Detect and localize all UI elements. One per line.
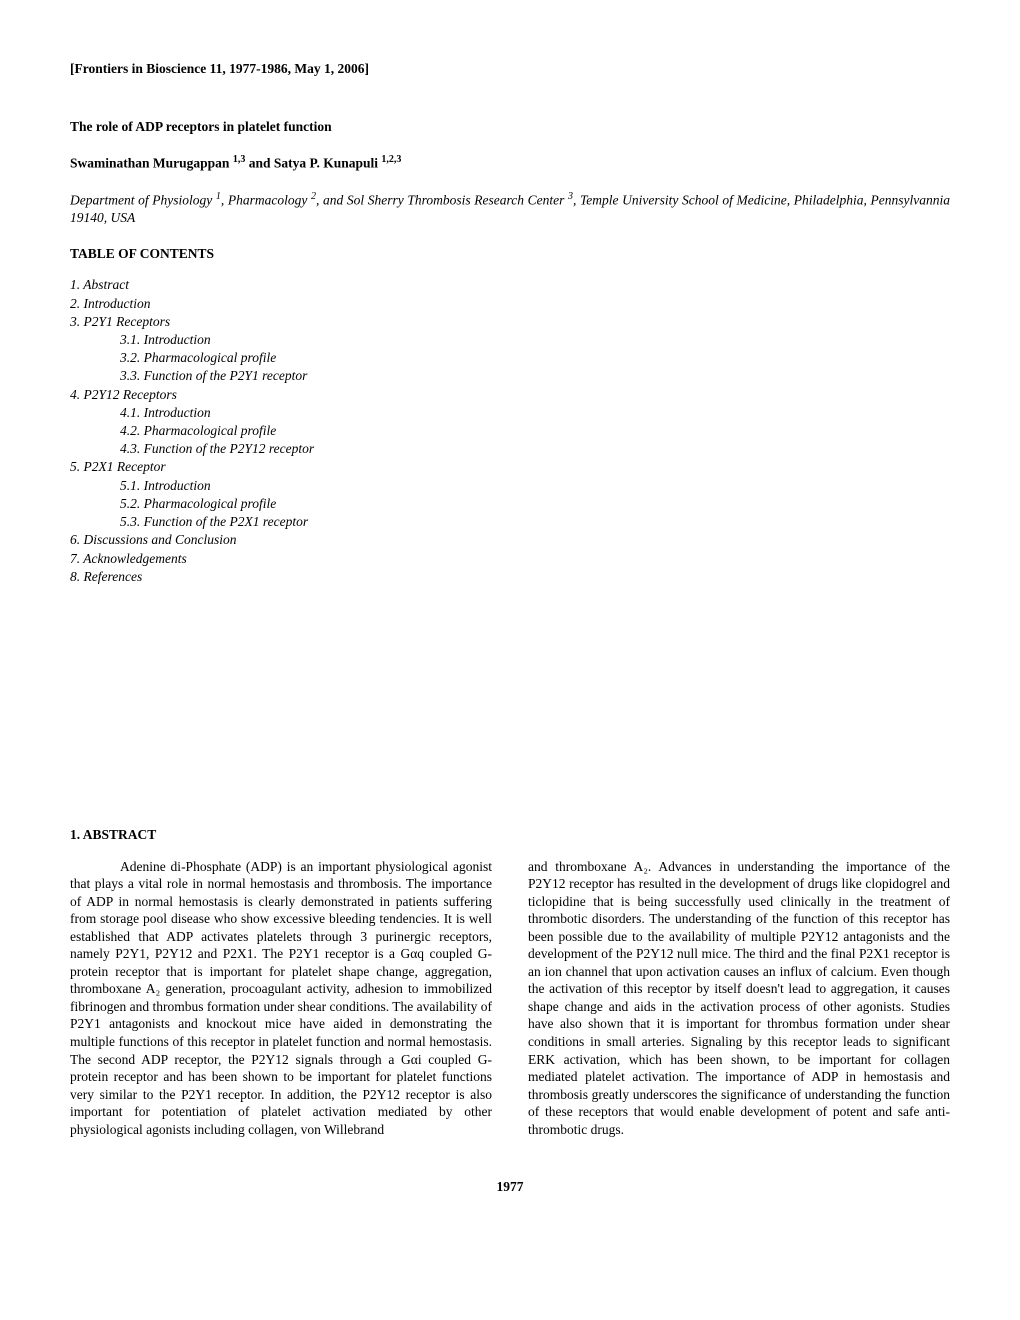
toc-item: 3.1. Introduction (70, 331, 950, 349)
abstract-text-left: Adenine di-Phosphate (ADP) is an importa… (70, 858, 492, 1139)
toc-item: 3.2. Pharmacological profile (70, 349, 950, 367)
abstract-column-right: and thromboxane A₂. Advances in understa… (528, 858, 950, 1139)
toc-item: 2. Introduction (70, 295, 950, 313)
toc-item: 5.3. Function of the P2X1 receptor (70, 513, 950, 531)
toc-item: 4.2. Pharmacological profile (70, 422, 950, 440)
toc-item: 8. References (70, 568, 950, 586)
toc-item: 5.1. Introduction (70, 477, 950, 495)
authors-line: Swaminathan Murugappan 1,3 and Satya P. … (70, 153, 950, 172)
toc-item: 6. Discussions and Conclusion (70, 531, 950, 549)
abstract-header: 1. ABSTRACT (70, 826, 950, 844)
toc-item: 3.3. Function of the P2Y1 receptor (70, 367, 950, 385)
abstract-body: Adenine di-Phosphate (ADP) is an importa… (70, 858, 950, 1139)
toc-item: 5.2. Pharmacological profile (70, 495, 950, 513)
article-title: The role of ADP receptors in platelet fu… (70, 118, 950, 136)
abstract-column-left: Adenine di-Phosphate (ADP) is an importa… (70, 858, 492, 1139)
table-of-contents: 1. Abstract2. Introduction3. P2Y1 Recept… (70, 276, 950, 586)
toc-item: 7. Acknowledgements (70, 550, 950, 568)
toc-item: 4.1. Introduction (70, 404, 950, 422)
page-number: 1977 (70, 1178, 950, 1196)
toc-item: 1. Abstract (70, 276, 950, 294)
toc-item: 4.3. Function of the P2Y12 receptor (70, 440, 950, 458)
toc-item: 3. P2Y1 Receptors (70, 313, 950, 331)
toc-header: TABLE OF CONTENTS (70, 245, 950, 263)
toc-item: 4. P2Y12 Receptors (70, 386, 950, 404)
affiliation-line: Department of Physiology 1, Pharmacology… (70, 190, 950, 227)
journal-citation: [Frontiers in Bioscience 11, 1977-1986, … (70, 60, 950, 78)
abstract-text-right: and thromboxane A₂. Advances in understa… (528, 858, 950, 1139)
toc-item: 5. P2X1 Receptor (70, 458, 950, 476)
